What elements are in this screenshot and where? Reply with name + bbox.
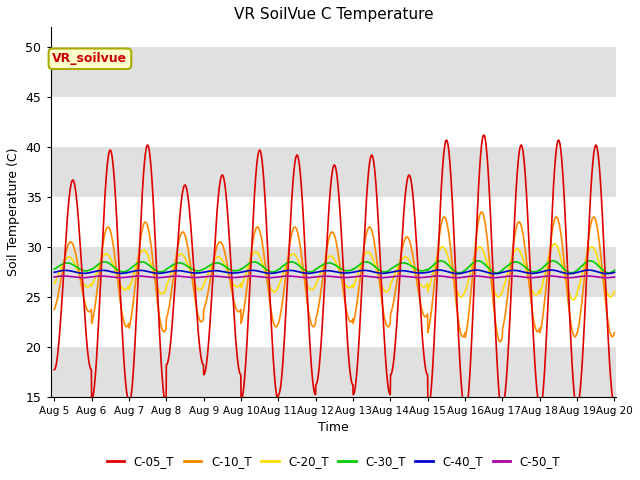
Bar xyxy=(51,197,616,247)
Text: VR_soilvue: VR_soilvue xyxy=(52,52,127,65)
Legend: C-05_T, C-10_T, C-20_T, C-30_T, C-40_T, C-50_T: C-05_T, C-10_T, C-20_T, C-30_T, C-40_T, … xyxy=(102,451,565,473)
Bar xyxy=(51,297,616,347)
Y-axis label: Soil Temperature (C): Soil Temperature (C) xyxy=(7,148,20,276)
Bar xyxy=(51,47,616,97)
Bar xyxy=(51,247,616,297)
Bar xyxy=(51,97,616,147)
Bar xyxy=(51,347,616,396)
X-axis label: Time: Time xyxy=(318,421,349,434)
Bar xyxy=(51,147,616,197)
Title: VR SoilVue C Temperature: VR SoilVue C Temperature xyxy=(234,7,433,22)
